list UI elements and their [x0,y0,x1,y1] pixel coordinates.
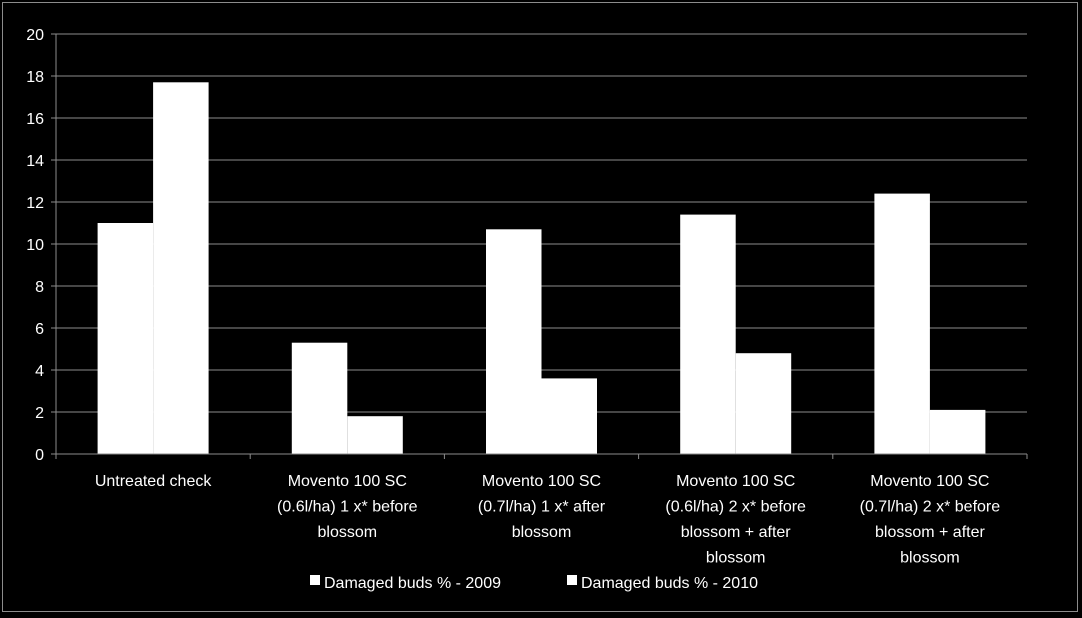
y-tick-label: 6 [35,321,44,338]
y-tick-label: 20 [26,27,44,44]
y-tick-label: 10 [26,237,44,254]
x-tick-label: Movento 100 SC (0.6l/ha) 2 x* before bloss… [665,473,806,567]
legend-swatch [310,575,320,585]
bar-series-2 [735,353,792,454]
bar-series-1 [97,223,154,454]
bar-series-1 [680,214,736,454]
x-tick-label: Untreated check [95,473,213,490]
y-tick-label: 8 [35,279,44,296]
y-tick-label: 14 [26,153,44,170]
bar-chart: 0 2 4 6 8 10 12 14 16 18 20 Untreated check Movento… [26,27,1028,592]
bar-series-2 [153,82,209,455]
bar-series-1 [291,342,348,454]
bar-series-1 [874,193,930,454]
bar-series-2 [347,416,403,454]
y-tick-label: 0 [35,447,44,464]
y-tick-label: 16 [26,111,44,128]
legend: Damaged buds % - 2009 Damaged buds % - 20… [310,575,758,592]
axes [55,34,1028,459]
y-axis-ticks: 0 2 4 6 8 10 12 14 16 18 20 [26,27,56,464]
legend-label: Damaged buds % - 2010 [581,575,758,592]
legend-swatch [567,575,577,585]
x-tick-label: Movento 100 SC (0.6l/ha) 1 x* before bloss… [277,473,418,541]
x-tick-label: Movento 100 SC (0.7l/ha) 1 x* after blosso… [478,473,606,541]
bar-series-1 [486,229,542,454]
bars [97,82,986,455]
x-tick-label: Movento 100 SC (0.7l/ha) 2 x* before bloss… [860,473,1001,567]
legend-label: Damaged buds % - 2009 [324,575,501,592]
x-axis-labels: Untreated check Movento 100 SC (0.6l/ha) 1… [95,473,1000,567]
bar-series-2 [541,378,597,454]
y-tick-label: 12 [26,195,44,212]
bar-series-2 [929,409,986,454]
y-tick-label: 18 [26,69,44,86]
y-tick-label: 4 [35,363,44,380]
y-tick-label: 2 [35,405,44,422]
